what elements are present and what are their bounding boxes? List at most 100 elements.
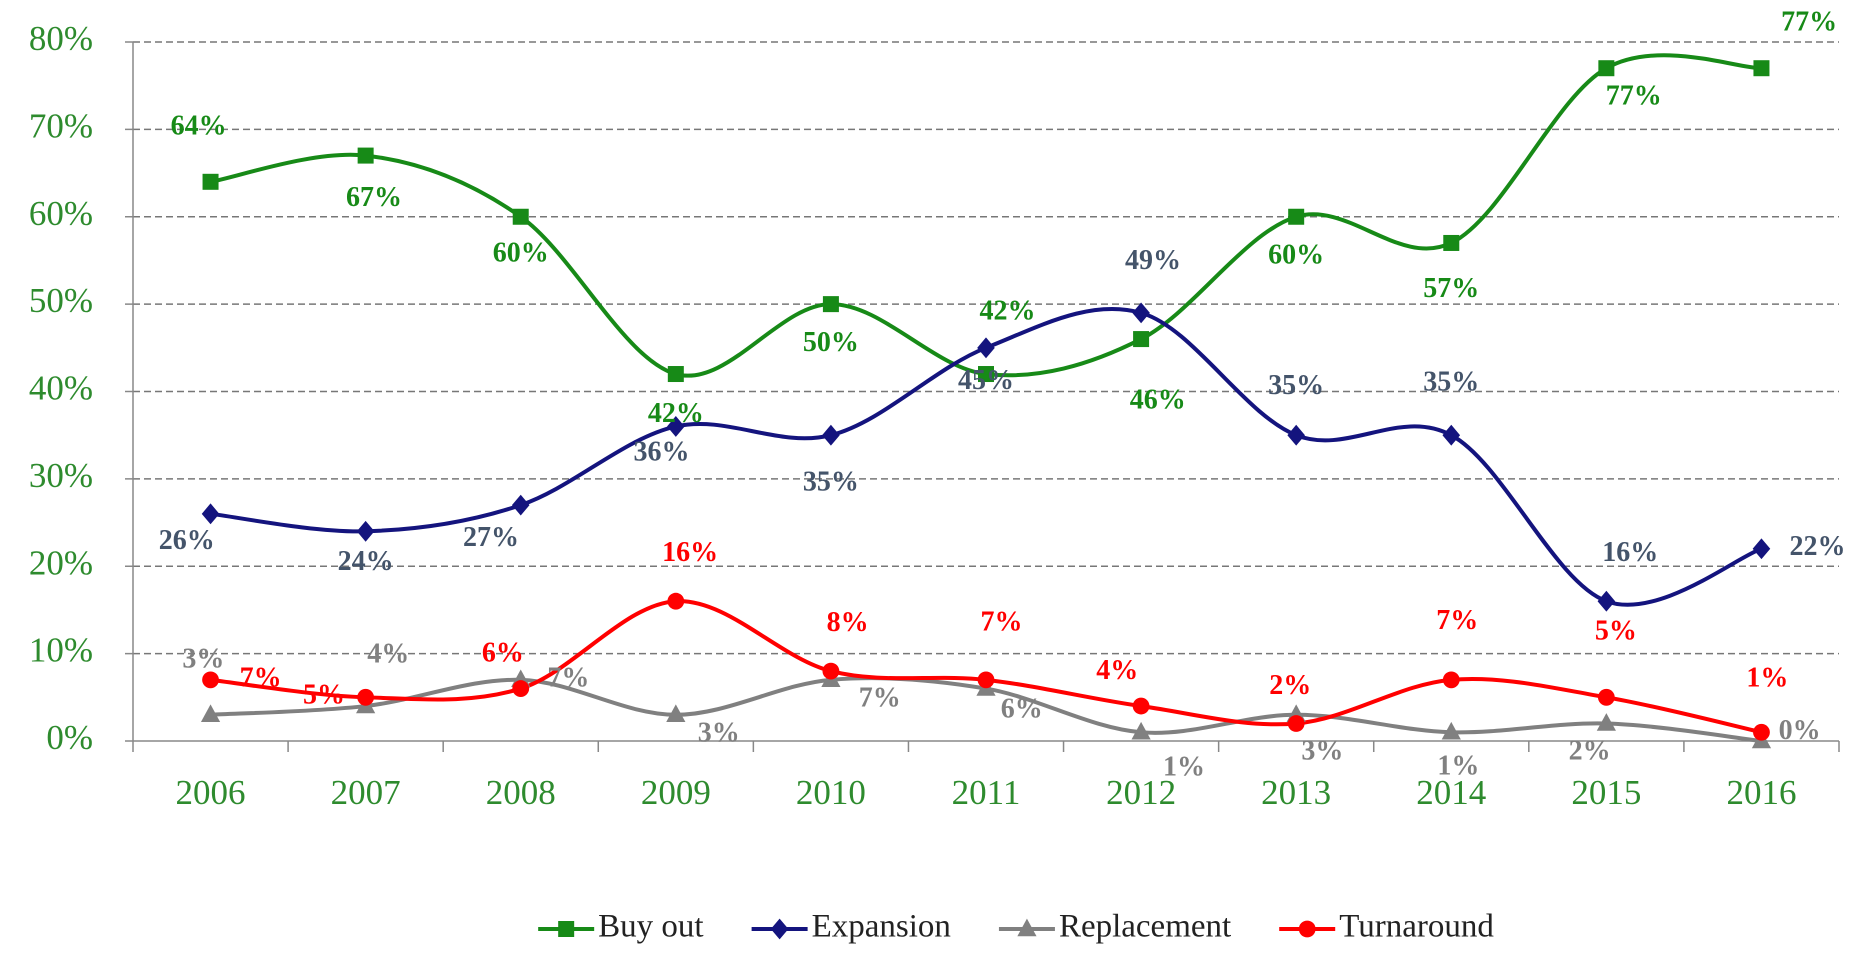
y-tick-label: 50% [29,281,93,320]
data-label: 67% [346,182,402,213]
data-label: 60% [493,237,549,268]
data-label: 16% [662,537,718,568]
x-tick-label: 2008 [486,773,556,812]
marker [1752,538,1771,560]
data-label: 1% [1746,662,1788,693]
data-label: 64% [171,111,227,142]
marker [1017,918,1037,937]
marker [1298,920,1316,938]
marker [978,366,994,383]
data-label: 60% [1268,240,1324,271]
y-tick-label: 40% [29,369,93,408]
marker [1753,60,1770,77]
data-label: 42% [648,398,704,429]
marker [1131,721,1151,740]
marker [667,366,684,383]
marker [1132,302,1150,324]
x-tick-label: 2006 [176,773,246,812]
series-line [210,53,1762,378]
legend: Buy out Expansion Replacement Turnaround [538,909,1494,945]
data-label: 36% [634,436,690,467]
legend-label: Turnaround [1339,909,1494,945]
x-tick-label: 2015 [1571,773,1641,812]
data-label: 7% [240,662,282,693]
data-label: 49% [1125,245,1181,276]
data-label: 8% [827,607,869,638]
data-label: 1% [1437,750,1479,781]
data-label: 77% [1781,7,1837,38]
data-label: 3% [1301,735,1343,766]
marker [1288,208,1305,225]
marker [1132,697,1150,715]
y-tick-label: 0% [46,718,93,757]
data-label: 4% [367,638,409,669]
marker [512,208,529,225]
x-tick-label: 2011 [952,773,1021,812]
data-label: 7% [980,606,1022,637]
data-label: 1% [1163,752,1205,783]
y-tick-label: 20% [29,543,93,582]
data-label: 46% [1130,385,1186,416]
marker [1753,723,1770,741]
marker [1598,60,1615,77]
data-label: 35% [803,466,859,497]
marker [1441,721,1461,740]
y-tick-label: 80% [29,19,93,58]
data-label: 2% [1569,736,1611,767]
data-label: 7% [547,662,589,693]
marker [977,671,995,689]
data-label: 26% [159,525,215,556]
x-tick-label: 2012 [1106,773,1176,812]
data-label: 3% [182,644,224,675]
x-tick-label: 2010 [796,773,866,812]
marker [200,704,221,722]
marker [1133,331,1150,348]
legend-label: Replacement [1059,909,1231,945]
data-label: 3% [698,717,740,748]
marker [201,503,220,525]
legend-label: Buy out [598,909,703,945]
data-label: 27% [463,522,519,553]
x-tick-label: 2013 [1261,773,1331,812]
x-tick-label: 2009 [641,773,711,812]
marker [512,680,530,697]
series-line [210,307,1763,607]
marker [1442,424,1461,446]
legend-label: Expansion [812,909,951,945]
data-label: 6% [482,638,524,669]
y-tick-label: 60% [29,194,93,233]
marker [667,592,685,610]
data-label: 22% [1789,531,1845,562]
marker [1597,688,1615,706]
data-label: 5% [303,680,345,711]
marker [977,337,995,359]
marker [1597,590,1616,612]
marker [1287,715,1305,732]
data-label: 42% [979,296,1035,327]
marker [356,520,375,542]
x-tick-label: 2007 [331,773,401,812]
marker [1596,713,1616,731]
data-label: 50% [803,327,859,358]
marker [667,416,685,437]
marker [202,671,219,689]
marker [357,688,375,706]
data-label: 45% [958,365,1014,396]
x-tick-label: 2014 [1416,773,1486,812]
data-label: 2% [1269,670,1311,701]
x-tick-label: 2016 [1726,773,1796,812]
data-label: 7% [1436,605,1478,636]
marker [666,704,686,722]
marker [558,921,575,937]
data-label: 77% [1606,80,1662,111]
marker [822,662,840,680]
data-label: 16% [1602,537,1658,568]
data-label: 35% [1423,366,1479,397]
marker [1442,671,1460,689]
data-label: 35% [1268,370,1324,401]
data-label: 5% [1595,615,1637,646]
marker [1287,424,1305,446]
marker [1443,234,1460,251]
marker [202,173,219,190]
